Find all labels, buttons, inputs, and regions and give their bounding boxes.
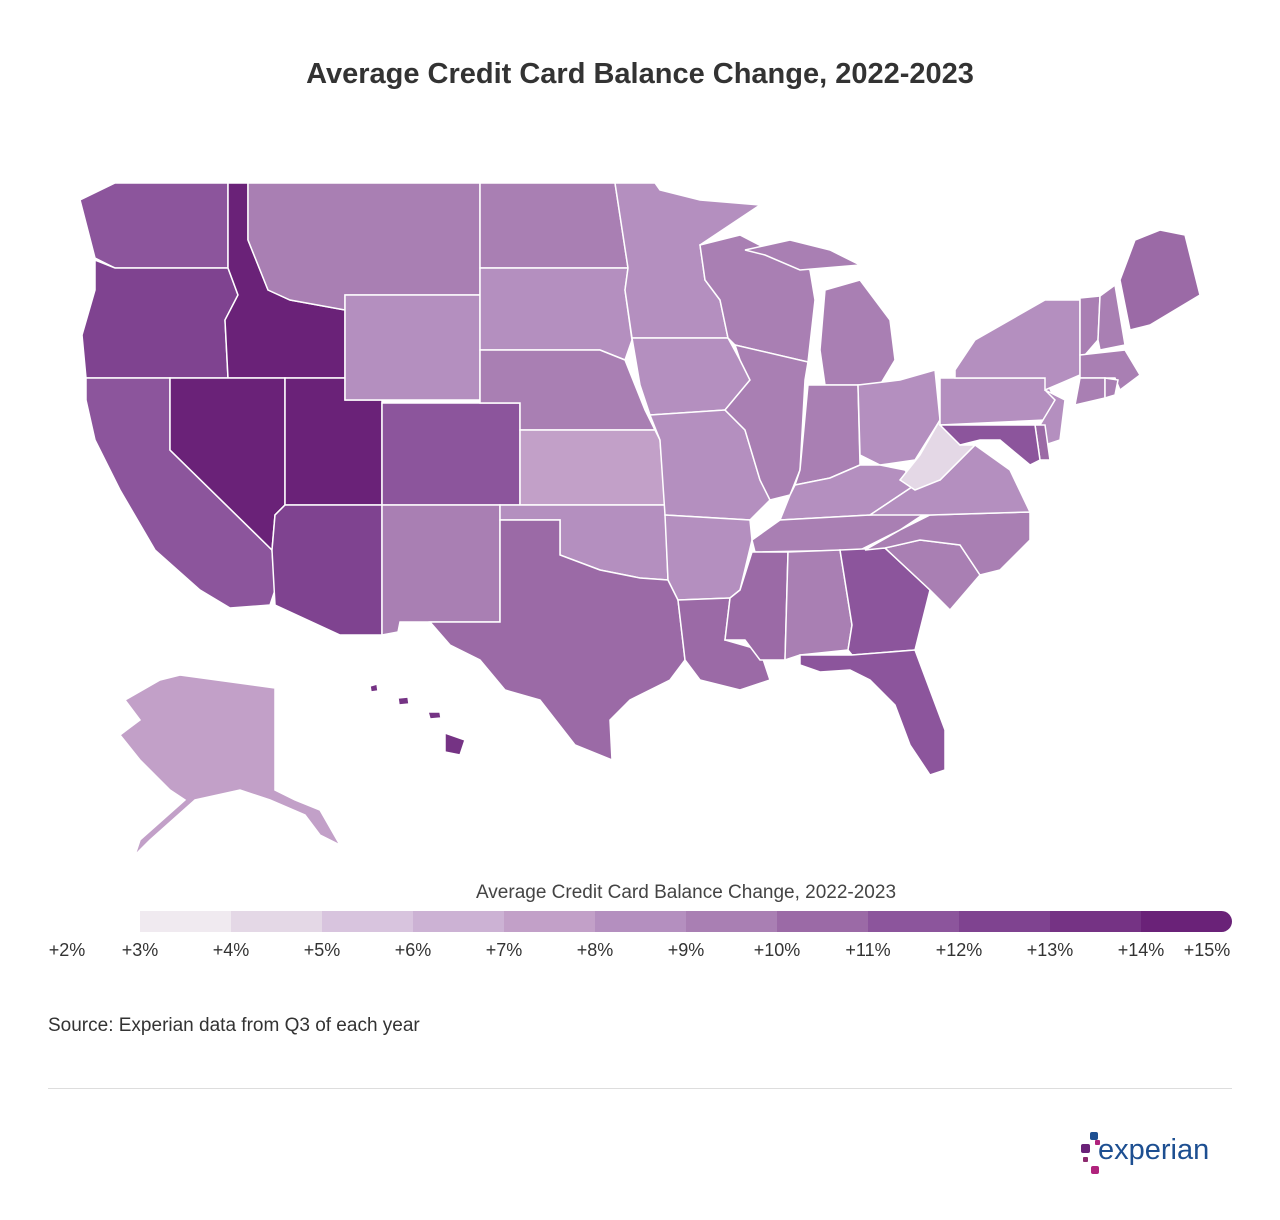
state-shape — [381, 504, 501, 636]
state-shape — [939, 377, 1056, 426]
state-shape — [864, 511, 1031, 576]
logo-mark-icon — [1081, 1132, 1100, 1174]
state-WY[interactable]: WY: +8% — [344, 294, 481, 401]
legend-bin — [504, 911, 595, 932]
legend-tick: +15% — [1183, 940, 1231, 960]
legend-bin — [959, 911, 1050, 932]
state-shape — [344, 294, 481, 401]
legend-tick: +10% — [753, 940, 801, 960]
legend-tick: +11% — [845, 940, 891, 960]
state-shape — [664, 514, 753, 601]
state-NC[interactable]: NC: +9% — [864, 511, 1031, 576]
legend-tick: +13% — [1026, 940, 1074, 960]
experian-logo: experian — [1080, 1130, 1230, 1180]
state-PA[interactable]: PA: +8% — [939, 377, 1056, 426]
chart-title: Average Credit Card Balance Change, 2022… — [306, 58, 974, 90]
legend-tick: +2% — [48, 940, 86, 960]
state-shape — [118, 674, 342, 856]
state-shape — [799, 649, 946, 776]
legend-bin — [1050, 911, 1141, 932]
legend-color-scale — [140, 911, 1232, 932]
state-IL[interactable]: IL: +9% — [723, 343, 809, 501]
state-ND[interactable]: ND: +9% — [479, 182, 629, 269]
state-shape — [1079, 295, 1101, 356]
legend-bin — [231, 911, 322, 932]
state-shape — [819, 279, 896, 386]
state-WV[interactable]: WV: +4% — [898, 418, 977, 491]
state-TX[interactable]: TX: +10% — [428, 519, 686, 762]
state-CT[interactable]: CT: +9% — [1074, 377, 1106, 406]
state-shape — [81, 258, 239, 379]
state-shape — [898, 418, 977, 491]
state-shape — [857, 369, 941, 466]
state-VT[interactable]: VT: +9% — [1079, 295, 1101, 356]
state-HI[interactable]: HI: +13% — [369, 683, 466, 756]
legend-bin — [868, 911, 959, 932]
state-MT[interactable]: MT: +9% — [247, 182, 481, 311]
state-shape — [444, 731, 466, 756]
state-shape — [479, 267, 633, 361]
state-shape — [954, 299, 1081, 392]
state-shape — [428, 519, 686, 762]
state-shape — [369, 683, 379, 693]
state-AZ[interactable]: AZ: +12% — [271, 504, 383, 636]
legend-tick: +4% — [212, 940, 250, 960]
state-shape — [427, 711, 442, 720]
state-AR[interactable]: AR: +8% — [664, 514, 753, 601]
state-SD[interactable]: SD: +8% — [479, 267, 633, 361]
state-OR[interactable]: OR: +12% — [81, 258, 239, 379]
state-CO[interactable]: CO: +11% — [381, 402, 521, 506]
state-NY[interactable]: NY: +8% — [954, 299, 1081, 392]
divider — [48, 1088, 1232, 1089]
state-shape — [1097, 283, 1126, 351]
state-NM[interactable]: NM: +9% — [381, 504, 501, 636]
state-shape — [381, 402, 521, 506]
legend-bin — [322, 911, 413, 932]
state-AK[interactable]: AK: +7% — [118, 674, 342, 856]
state-shape — [479, 182, 629, 269]
state-shape — [247, 182, 481, 311]
state-WI[interactable]: WI: +9% — [699, 234, 816, 363]
legend-title: Average Credit Card Balance Change, 2022… — [475, 882, 897, 903]
legend-bin — [777, 911, 868, 932]
legend-bin — [1141, 911, 1232, 932]
state-MS[interactable]: MS: +10% — [724, 551, 789, 661]
legend-tick: +14% — [1117, 940, 1165, 960]
state-RI[interactable]: RI: +9% — [1104, 377, 1119, 400]
state-ME[interactable]: ME: +10% — [1119, 229, 1201, 331]
state-MI[interactable]: MI: +9% — [744, 239, 896, 386]
state-shape — [699, 234, 816, 363]
state-shape — [1119, 229, 1201, 331]
state-shape — [723, 343, 809, 501]
state-KS[interactable]: KS: +7% — [519, 429, 666, 506]
legend-tick: +5% — [303, 940, 341, 960]
state-shape — [397, 696, 410, 706]
state-shape — [1104, 377, 1119, 400]
legend-bin — [413, 911, 504, 932]
state-shape — [271, 504, 383, 636]
source-note: Source: Experian data from Q3 of each ye… — [48, 1015, 420, 1036]
state-shape — [744, 239, 863, 271]
state-shape — [519, 429, 666, 506]
state-OH[interactable]: OH: +8% — [857, 369, 941, 466]
state-shape — [938, 424, 1041, 466]
legend-tick: +3% — [121, 940, 159, 960]
us-choropleth-map: WA: +11%OR: +12%CA: +11%ID: +14%NV: +14%… — [79, 182, 1201, 856]
legend-tick: +9% — [667, 940, 705, 960]
state-WA[interactable]: WA: +11% — [79, 182, 229, 269]
state-shape — [79, 182, 229, 269]
legend-bin — [595, 911, 686, 932]
legend-tick: +8% — [576, 940, 614, 960]
logo-text: experian — [1098, 1134, 1210, 1166]
legend-tick: +6% — [394, 940, 432, 960]
state-shape — [1074, 377, 1106, 406]
state-shape — [724, 551, 789, 661]
legend-tick: +12% — [935, 940, 983, 960]
legend-bin — [686, 911, 777, 932]
state-NH[interactable]: NH: +9% — [1097, 283, 1126, 351]
legend-tick: +7% — [485, 940, 523, 960]
state-FL[interactable]: FL: +11% — [799, 649, 946, 776]
state-MD[interactable]: MD: +11% — [938, 424, 1041, 466]
legend-bin — [140, 911, 231, 932]
